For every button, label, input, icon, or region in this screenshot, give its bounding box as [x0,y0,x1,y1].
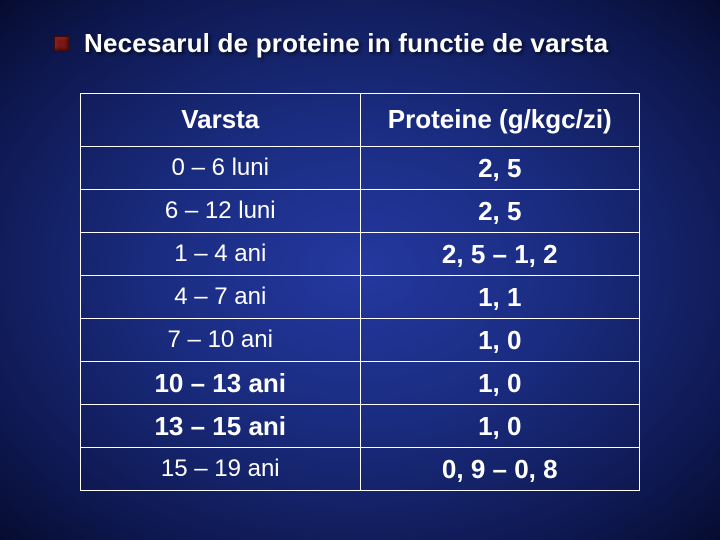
table-header-row: Varsta Proteine (g/kgc/zi) [81,94,640,147]
slide-title: Necesarul de proteine in functie de vars… [84,28,608,59]
cell-value: 2, 5 – 1, 2 [360,233,640,276]
cell-value: 1, 0 [360,362,640,405]
cell-value: 2, 5 [360,190,640,233]
cell-value: 1, 1 [360,276,640,319]
table-row: 0 – 6 luni2, 5 [81,147,640,190]
header-protein: Proteine (g/kgc/zi) [360,94,640,147]
table-row: 15 – 19 ani0, 9 – 0, 8 [81,448,640,491]
bullet-icon [54,36,70,52]
cell-age: 6 – 12 luni [81,190,361,233]
cell-age: 7 – 10 ani [81,319,361,362]
table-row: 4 – 7 ani1, 1 [81,276,640,319]
cell-age: 0 – 6 luni [81,147,361,190]
cell-age: 1 – 4 ani [81,233,361,276]
header-age: Varsta [81,94,361,147]
table-row: 10 – 13 ani1, 0 [81,362,640,405]
table-row: 7 – 10 ani1, 0 [81,319,640,362]
table-body: 0 – 6 luni2, 56 – 12 luni2, 51 – 4 ani2,… [81,147,640,491]
cell-value: 0, 9 – 0, 8 [360,448,640,491]
cell-age: 13 – 15 ani [81,405,361,448]
protein-table: Varsta Proteine (g/kgc/zi) 0 – 6 luni2, … [80,93,640,491]
table-row: 13 – 15 ani1, 0 [81,405,640,448]
cell-age: 15 – 19 ani [81,448,361,491]
cell-age: 10 – 13 ani [81,362,361,405]
table-row: 6 – 12 luni2, 5 [81,190,640,233]
table-row: 1 – 4 ani2, 5 – 1, 2 [81,233,640,276]
cell-age: 4 – 7 ani [81,276,361,319]
title-row: Necesarul de proteine in functie de vars… [50,28,670,59]
cell-value: 1, 0 [360,405,640,448]
cell-value: 1, 0 [360,319,640,362]
slide: Necesarul de proteine in functie de vars… [0,0,720,540]
cell-value: 2, 5 [360,147,640,190]
